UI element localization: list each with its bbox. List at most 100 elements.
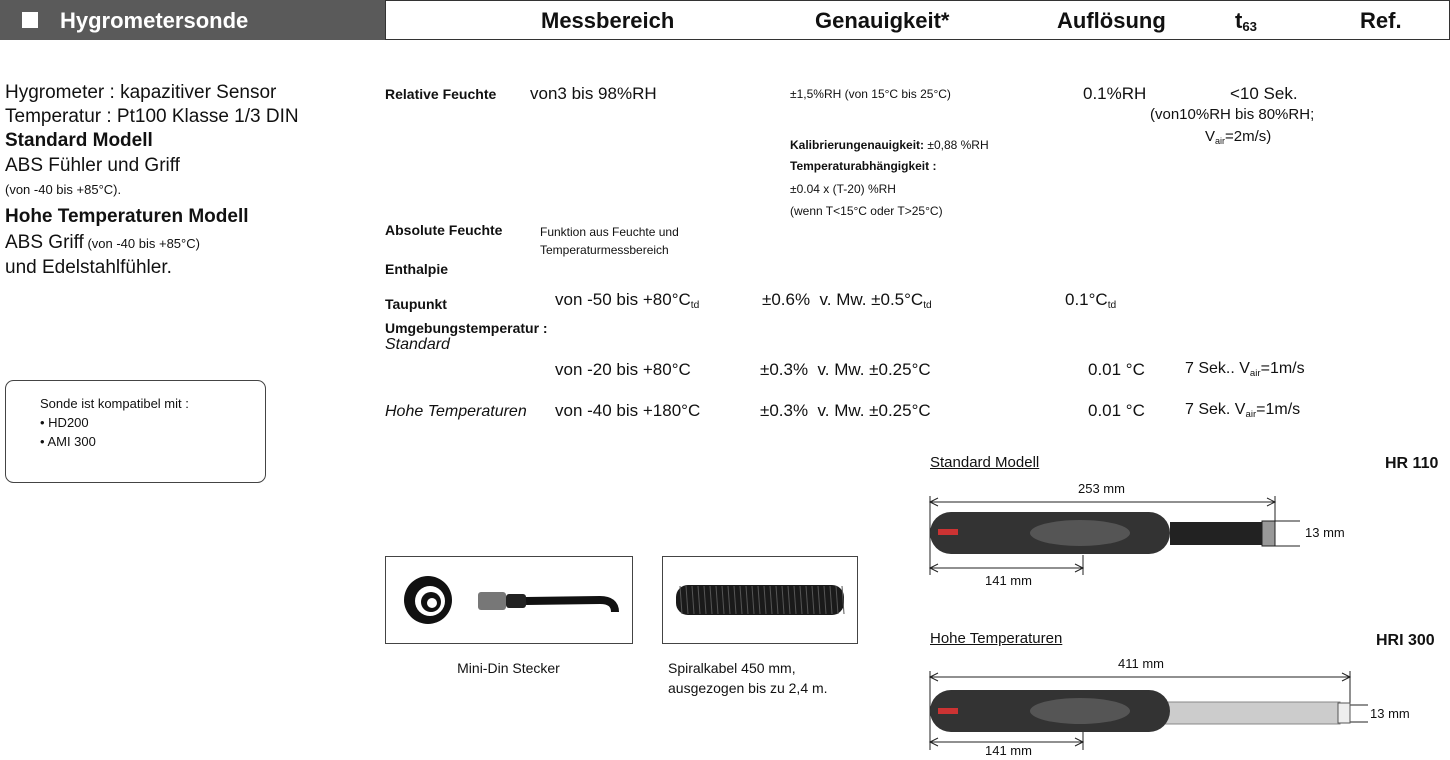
compat-item: • AMI 300	[40, 434, 96, 449]
desc-title: Hohe Temperaturen Modell	[5, 206, 249, 227]
model-ref: HRI 300	[1376, 632, 1435, 649]
desc-line: Temperatur : Pt100 Klasse 1/3 DIN	[5, 106, 299, 127]
coil-line	[679, 585, 683, 615]
t63-sub: 63	[1242, 19, 1257, 34]
coil-line	[703, 585, 707, 615]
coil-line	[787, 585, 791, 615]
accuracy: ±0.6% v. Mw. ±0.5°Ctd	[762, 290, 932, 312]
accuracy-label: Kalibrierungenauigkeit:	[790, 138, 925, 152]
desc-text: ABS Griff	[5, 232, 84, 253]
dimension: 411 mm	[1118, 656, 1164, 671]
coil-line	[793, 585, 797, 615]
shape	[1030, 698, 1130, 724]
shape	[478, 592, 506, 610]
range-sub: td	[690, 300, 700, 311]
range: von -20 bis +80°C	[555, 360, 691, 379]
coil-line	[697, 585, 701, 615]
coil-line	[721, 585, 725, 615]
t63: <10 Sek.	[1230, 84, 1298, 103]
shape	[928, 563, 1085, 573]
coil-line	[781, 585, 785, 615]
coil-line	[733, 585, 737, 615]
desc-line: ABS Griff (von -40 bis +85°C)	[5, 232, 200, 254]
column-heading: Ref.	[1360, 8, 1402, 33]
shape	[928, 672, 1352, 682]
t63-text: =2m/s)	[1225, 128, 1272, 145]
desc-title: Standard Modell	[5, 130, 153, 151]
accuracy: ±0.3% v. Mw. ±0.25°C	[760, 401, 931, 420]
t63: (von10%RH bis 80%RH;	[1150, 106, 1315, 123]
coil-line	[685, 585, 689, 615]
hr110-drawing	[928, 496, 1300, 575]
coil-line	[799, 585, 803, 615]
coil-line	[835, 585, 839, 615]
accessory-caption: Spiralkabel 450 mm,	[668, 660, 796, 676]
coil-line	[823, 585, 827, 615]
shape	[938, 708, 958, 714]
column-heading: t63	[1235, 8, 1257, 34]
accuracy-sub: td	[923, 300, 932, 311]
resolution: 0.01 °C	[1088, 360, 1145, 379]
row-label: Hohe Temperaturen	[385, 403, 527, 420]
model-ref: HR 110	[1385, 455, 1439, 472]
range: Funktion aus Feuchte und	[540, 225, 679, 239]
shape	[1159, 701, 1341, 725]
coil-line	[727, 585, 731, 615]
resolution: 0.1%RH	[1083, 84, 1147, 103]
row-label: Standard	[385, 336, 450, 353]
accuracy: ±1,5%RH (von 15°C bis 25°C)	[790, 87, 951, 101]
accessory-frame	[662, 556, 858, 644]
row-label: Absolute Feuchte	[385, 222, 503, 238]
t63-text: =1m/s	[1256, 401, 1301, 418]
accessory-caption: ausgezogen bis zu 2,4 m.	[668, 680, 828, 696]
shape	[525, 595, 619, 613]
coil-line	[841, 585, 845, 615]
resolution-sub: td	[1107, 300, 1117, 311]
t63-text: V	[1205, 128, 1216, 145]
resolution: 0.1°Ctd	[1065, 290, 1116, 312]
header-title: Hygrometersonde	[60, 8, 249, 33]
coil-line	[691, 585, 695, 615]
header-bar	[0, 0, 385, 40]
row-label: Umgebungstemperatur :	[385, 320, 548, 336]
t63: 7 Sek. Vair=1m/s	[1185, 401, 1300, 420]
spiral-cable-image	[676, 585, 845, 615]
shape	[1337, 702, 1351, 724]
dimension: 141 mm	[985, 573, 1032, 588]
accuracy: (wenn T<15°C oder T>25°C)	[790, 204, 943, 218]
coil-line	[739, 585, 743, 615]
row-label: Relative Feuchte	[385, 86, 497, 102]
t63: Vair=2m/s)	[1205, 128, 1271, 146]
compat-title: Sonde ist kompatibel mit :	[40, 396, 189, 411]
t63-sub: air	[1215, 136, 1226, 146]
coil-line	[709, 585, 713, 615]
t63-text: 7 Sek.. V	[1185, 360, 1250, 377]
accessory-frame	[385, 556, 633, 644]
row-label: Taupunkt	[385, 296, 447, 312]
model-name: Hohe Temperaturen	[930, 630, 1063, 647]
shape	[506, 594, 526, 608]
t63-sub: air	[1249, 368, 1261, 379]
compat-item: • HD200	[40, 415, 89, 430]
range: Temperaturmessbereich	[540, 243, 669, 257]
hri300-drawing	[928, 671, 1368, 750]
coil-line	[805, 585, 809, 615]
coil-line	[769, 585, 773, 615]
coil-line	[775, 585, 779, 615]
desc-line: (von -40 bis +85°C).	[5, 182, 122, 197]
t63: 7 Sek.. Vair=1m/s	[1185, 360, 1305, 379]
t63-text: 7 Sek. V	[1185, 401, 1246, 418]
range: von -40 bis +180°C	[555, 401, 701, 420]
desc-line: und Edelstahlfühler.	[5, 257, 172, 278]
accuracy-label: Temperaturabhängigkeit :	[790, 159, 937, 173]
coil-line	[715, 585, 719, 615]
coil-line	[757, 585, 761, 615]
range-text: von -50 bis +80°C	[555, 290, 691, 309]
dimension: 13 mm	[1305, 525, 1345, 540]
desc-line: Hygrometer : kapazitiver Sensor	[5, 82, 277, 103]
column-heading: Messbereich	[541, 8, 675, 33]
coil-line	[817, 585, 821, 615]
resolution-text: 0.1°C	[1065, 290, 1108, 309]
